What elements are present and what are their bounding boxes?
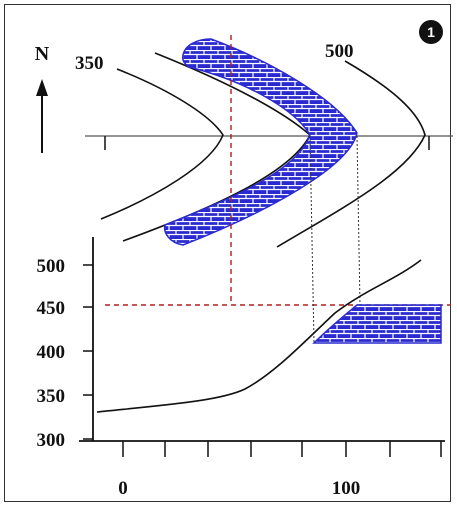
x-tick-label-100: 100	[332, 478, 361, 499]
diagram-frame: 1 N 350 500	[4, 4, 453, 502]
topographic-profile	[96, 259, 422, 413]
geology-diagram: 1 N 350 500	[35, 20, 453, 499]
contour-label-500: 500	[325, 41, 354, 62]
north-arrow-head	[36, 79, 48, 96]
north-arrow: N	[35, 43, 50, 153]
figure-number-badge: 1	[419, 20, 443, 44]
x-tick-label-0: 0	[118, 478, 128, 499]
map-reference-line	[85, 135, 453, 150]
y-tick-label-300: 300	[37, 430, 66, 451]
projection-line-right	[356, 135, 361, 306]
formation-band-section	[312, 304, 442, 344]
y-tick-label-450: 450	[37, 298, 66, 319]
projection-line-left	[309, 135, 315, 344]
contour-line-500	[276, 60, 426, 248]
contour-label-350: 350	[75, 53, 104, 74]
contour-line-350-inner	[100, 68, 224, 220]
formation-band-map	[163, 38, 358, 246]
cross-section-axes	[79, 237, 445, 457]
y-tick-label-400: 400	[37, 342, 66, 363]
y-tick-label-350: 350	[37, 386, 66, 407]
north-label: N	[35, 43, 50, 65]
badge-number: 1	[427, 24, 435, 40]
y-tick-label-500: 500	[37, 256, 66, 277]
